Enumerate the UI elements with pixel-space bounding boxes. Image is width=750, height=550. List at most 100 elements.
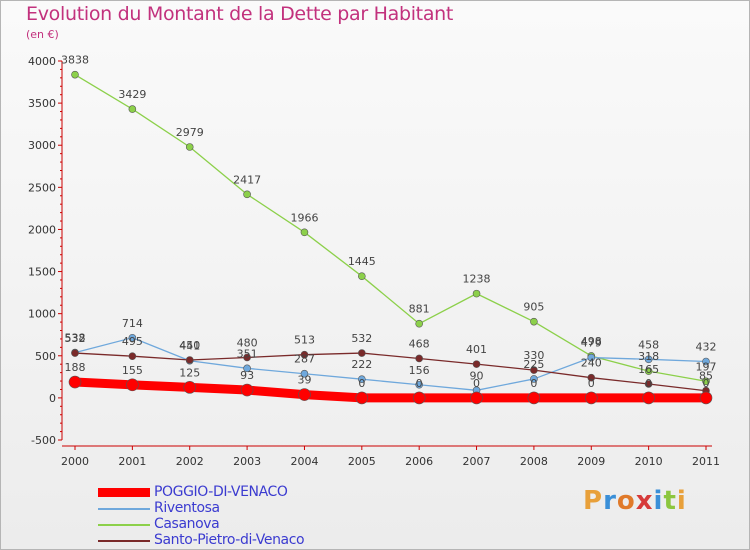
series-line — [74, 73, 707, 382]
data-label: 3838 — [61, 54, 89, 67]
legend-item-poggio: POGGIO-DI-VENACO — [98, 484, 398, 500]
y-tick-label: 2000 — [28, 223, 56, 236]
y-tick-label: 500 — [35, 350, 56, 363]
data-label: 905 — [523, 301, 544, 314]
data-label: 330 — [523, 349, 544, 362]
series-line — [74, 337, 707, 391]
data-label: 0 — [473, 377, 480, 390]
x-tick-label: 2002 — [176, 455, 204, 468]
data-label: 0 — [530, 377, 537, 390]
data-label: 0 — [358, 377, 365, 390]
legend-swatch-casanova — [98, 524, 150, 526]
data-label: 125 — [179, 366, 200, 379]
data-point — [415, 354, 423, 363]
data-label: 498 — [581, 335, 602, 348]
data-label: 1966 — [290, 211, 318, 224]
logo-letter: i — [653, 486, 664, 516]
data-label: 450 — [179, 339, 200, 352]
data-point — [300, 369, 309, 378]
y-tick-label: 1000 — [28, 308, 56, 321]
data-point — [300, 228, 309, 237]
data-point — [183, 381, 197, 394]
data-point — [702, 357, 710, 366]
data-point — [358, 349, 366, 357]
legend-item-santo-pietro: Santo-Pietro-di-Venaco — [98, 532, 398, 548]
data-label: 351 — [237, 347, 258, 360]
logo-letter: t — [663, 486, 677, 516]
data-point — [243, 190, 251, 199]
data-point — [415, 319, 423, 328]
data-label: 156 — [409, 364, 430, 377]
data-label: 532 — [65, 332, 86, 345]
data-point — [300, 350, 309, 359]
chart-legend: POGGIO-DI-VENACO Riventosa Casanova Sant… — [98, 484, 398, 548]
data-point — [126, 378, 139, 392]
data-label: 222 — [351, 358, 372, 371]
y-tick-label: 2500 — [28, 181, 56, 194]
data-point — [702, 377, 710, 386]
logo-letter: o — [616, 486, 636, 516]
data-point — [530, 366, 538, 374]
legend-swatch-poggio — [98, 488, 150, 497]
x-tick-label: 2008 — [520, 455, 548, 468]
data-label: 3429 — [118, 88, 146, 101]
data-label: 240 — [581, 357, 602, 370]
data-label: 479 — [581, 337, 602, 350]
legend-label-santo-pietro: Santo-Pietro-di-Venaco — [154, 532, 305, 548]
x-tick-label: 2004 — [290, 455, 318, 468]
data-label: 458 — [638, 338, 659, 351]
data-point — [243, 364, 251, 373]
series-line — [70, 377, 711, 403]
x-tick-label: 2007 — [463, 455, 491, 468]
logo-letter: i — [676, 486, 687, 516]
y-tick-label: 4000 — [28, 55, 56, 68]
data-point — [472, 360, 481, 368]
x-tick-label: 2005 — [348, 455, 376, 468]
data-label: 39 — [297, 374, 311, 387]
data-label: 188 — [65, 361, 86, 374]
data-point — [71, 349, 79, 357]
data-point — [699, 391, 713, 405]
x-tick-label: 2003 — [233, 455, 261, 468]
data-label: 197 — [696, 360, 717, 373]
x-tick-label: 2006 — [405, 455, 433, 468]
data-label: 468 — [409, 337, 430, 350]
legend-item-casanova: Casanova — [98, 516, 398, 532]
legend-label-poggio: POGGIO-DI-VENACO — [154, 484, 288, 500]
data-point — [358, 272, 366, 280]
data-label: 495 — [122, 335, 143, 348]
series-line — [74, 352, 707, 392]
data-label: 93 — [240, 369, 254, 382]
data-point — [128, 105, 137, 113]
data-point — [128, 333, 137, 342]
x-tick-label: 2009 — [577, 455, 605, 468]
x-tick-label: 2000 — [61, 455, 89, 468]
data-label: 0 — [703, 377, 710, 390]
data-label: 0 — [588, 377, 595, 390]
data-point — [185, 143, 194, 151]
logo-letter: x — [635, 486, 654, 516]
y-tick-label: 1500 — [28, 266, 56, 279]
data-label: 532 — [351, 332, 372, 345]
logo-letter: P — [583, 486, 604, 516]
data-point — [240, 383, 254, 397]
y-tick-label: -500 — [31, 434, 56, 447]
legend-item-riventosa: Riventosa — [98, 500, 398, 516]
data-point — [642, 391, 655, 405]
x-tick-label: 2001 — [118, 455, 146, 468]
data-label: 85 — [699, 370, 713, 383]
data-label: 165 — [638, 363, 659, 376]
data-point — [243, 353, 251, 362]
data-label: 225 — [523, 358, 544, 371]
chart-title: Evolution du Montant de la Dette par Hab… — [26, 3, 454, 25]
data-label: 287 — [294, 353, 315, 366]
data-label: 441 — [179, 340, 200, 353]
data-label: 155 — [122, 364, 143, 377]
data-point — [185, 356, 194, 364]
data-point — [415, 380, 423, 389]
data-point — [128, 352, 137, 360]
data-label: 432 — [696, 341, 717, 354]
y-tick-label: 0 — [49, 392, 56, 405]
data-point — [530, 317, 538, 326]
